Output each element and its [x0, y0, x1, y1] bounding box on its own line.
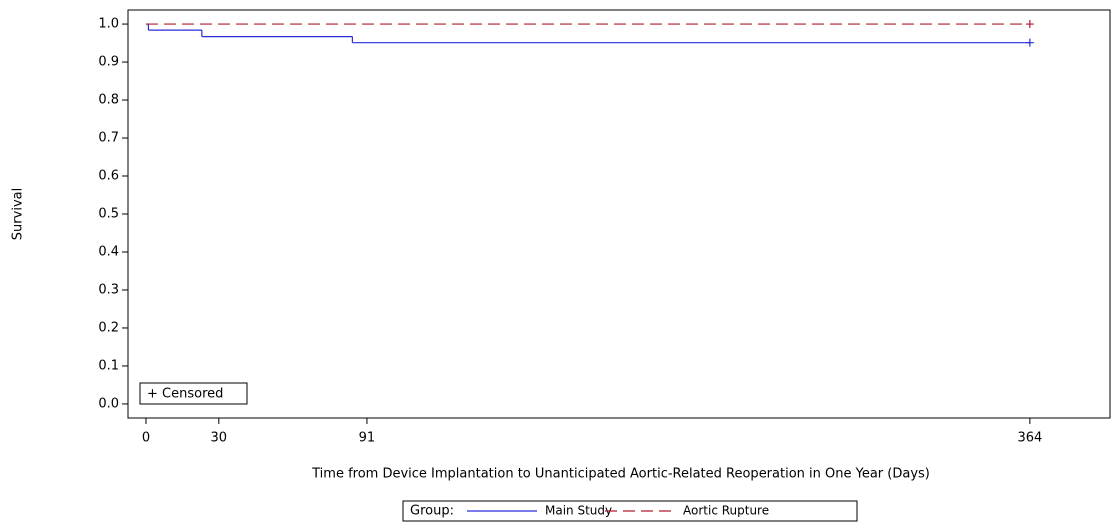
y-tick-label: 0.9 — [98, 55, 119, 70]
y-tick-label: 0.5 — [98, 207, 119, 222]
y-tick-label: 0.2 — [98, 320, 119, 335]
legend-label: Aortic Rupture — [683, 504, 769, 518]
x-tick-label: 91 — [359, 431, 376, 446]
x-tick-label: 30 — [211, 431, 228, 446]
x-tick-label: 364 — [1017, 431, 1042, 446]
censored-label: + Censored — [147, 387, 223, 402]
y-tick-label: 0.1 — [98, 358, 119, 373]
y-tick-label: 1.0 — [98, 17, 119, 32]
y-tick-label: 0.7 — [98, 131, 119, 146]
y-tick-label: 0.4 — [98, 244, 119, 259]
y-axis-label: Survival — [11, 188, 26, 240]
y-tick-label: 0.3 — [98, 282, 119, 297]
plot-frame — [127, 9, 1111, 419]
y-tick-label: 0.8 — [98, 93, 119, 108]
legend-label: Main Study — [545, 504, 612, 518]
x-axis-label: Time from Device Implantation to Unantic… — [311, 467, 930, 482]
censor-mark — [1025, 38, 1034, 47]
censor-mark — [1025, 20, 1034, 29]
y-tick-label: 0.6 — [98, 169, 119, 184]
x-tick-label: 0 — [142, 431, 150, 446]
censored-box — [139, 382, 248, 405]
legend-title: Group: — [410, 504, 454, 519]
y-tick-label: 0.0 — [98, 396, 119, 411]
